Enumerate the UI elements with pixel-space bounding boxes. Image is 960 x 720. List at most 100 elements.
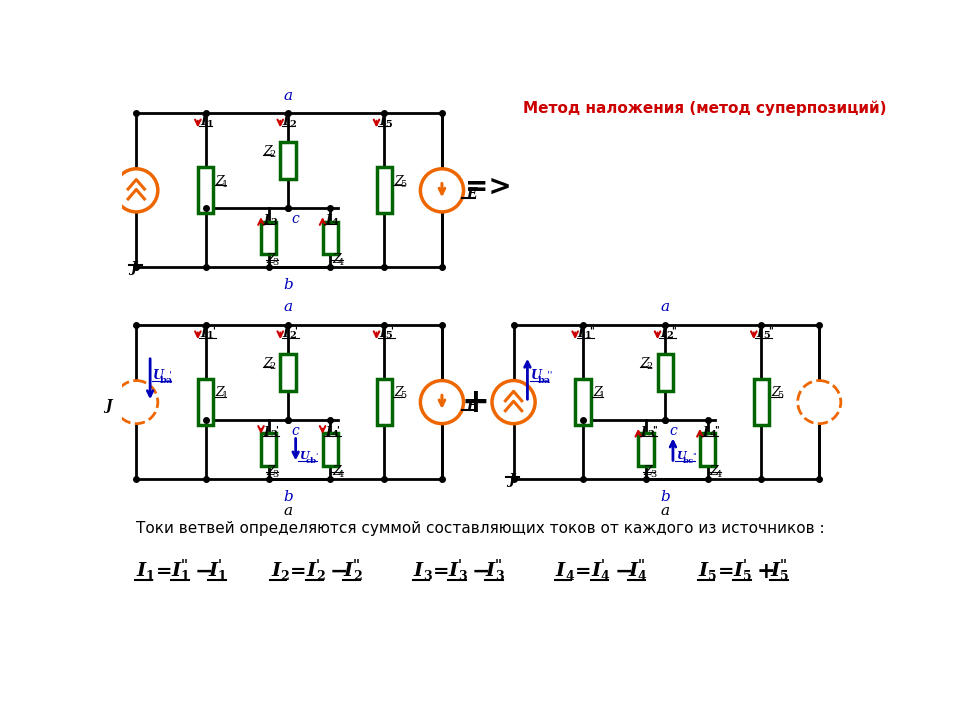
Text: 4: 4 bbox=[601, 570, 610, 582]
Text: Z: Z bbox=[395, 387, 403, 400]
Circle shape bbox=[492, 381, 535, 423]
Text: =: = bbox=[156, 562, 172, 580]
Text: U: U bbox=[154, 369, 164, 382]
Circle shape bbox=[420, 381, 464, 423]
Text: ': ' bbox=[315, 451, 317, 459]
Text: 3: 3 bbox=[422, 570, 431, 582]
Text: I: I bbox=[379, 115, 385, 128]
Text: I: I bbox=[344, 562, 352, 580]
Text: 2: 2 bbox=[270, 150, 276, 159]
Text: 3: 3 bbox=[271, 430, 277, 439]
Text: Z: Z bbox=[263, 356, 272, 369]
Text: ': ' bbox=[601, 559, 605, 572]
Text: 3: 3 bbox=[495, 570, 504, 582]
Bar bbox=[638, 433, 654, 466]
Text: I: I bbox=[263, 426, 269, 438]
Text: J: J bbox=[508, 473, 515, 487]
Text: '': '' bbox=[768, 327, 774, 336]
Text: 3: 3 bbox=[273, 258, 278, 267]
Text: ': ' bbox=[336, 426, 339, 434]
Text: 5: 5 bbox=[708, 570, 716, 582]
Text: a: a bbox=[283, 300, 293, 315]
Text: 2: 2 bbox=[270, 361, 276, 371]
Text: 2: 2 bbox=[280, 570, 289, 582]
Text: I: I bbox=[449, 562, 458, 580]
Bar bbox=[376, 379, 392, 426]
Text: '': '' bbox=[180, 559, 189, 572]
Bar bbox=[323, 433, 338, 466]
Text: −: − bbox=[195, 560, 213, 582]
Text: 1: 1 bbox=[207, 331, 214, 341]
Text: Z: Z bbox=[216, 387, 225, 400]
Text: ': ' bbox=[294, 327, 297, 336]
Text: I: I bbox=[282, 115, 288, 128]
Text: Z: Z bbox=[332, 464, 341, 477]
Text: I: I bbox=[660, 327, 665, 340]
Text: I: I bbox=[271, 562, 280, 580]
Text: a: a bbox=[660, 504, 670, 518]
Text: J: J bbox=[131, 261, 137, 275]
Text: 5: 5 bbox=[763, 331, 770, 341]
Text: I: I bbox=[324, 426, 331, 438]
Text: 4: 4 bbox=[332, 430, 339, 439]
Text: U: U bbox=[676, 450, 685, 461]
Bar bbox=[376, 167, 392, 213]
Text: 1: 1 bbox=[218, 570, 227, 582]
Text: 1: 1 bbox=[180, 570, 190, 582]
Text: 3: 3 bbox=[648, 430, 655, 439]
Bar bbox=[700, 433, 715, 466]
Text: I: I bbox=[556, 562, 565, 580]
Text: =: = bbox=[433, 562, 449, 580]
Bar bbox=[261, 433, 276, 466]
Text: 1: 1 bbox=[222, 392, 228, 400]
Text: I: I bbox=[201, 115, 206, 128]
Bar bbox=[198, 379, 213, 426]
Text: bc: bc bbox=[683, 457, 694, 465]
Text: a: a bbox=[283, 504, 293, 518]
Text: 1: 1 bbox=[222, 180, 228, 189]
Text: 3: 3 bbox=[271, 218, 277, 228]
Text: I: I bbox=[414, 562, 422, 580]
Text: ': ' bbox=[458, 559, 462, 572]
Text: c: c bbox=[292, 423, 300, 438]
Text: Метод наложения (метод суперпозиций): Метод наложения (метод суперпозиций) bbox=[523, 100, 886, 116]
Text: −: − bbox=[614, 560, 633, 582]
Text: I: I bbox=[756, 327, 762, 340]
Text: a: a bbox=[660, 300, 670, 315]
Text: E: E bbox=[467, 399, 477, 413]
Text: Z: Z bbox=[266, 253, 275, 266]
Text: I: I bbox=[263, 214, 269, 227]
Text: I: I bbox=[698, 562, 708, 580]
Text: −: − bbox=[329, 560, 348, 582]
Bar bbox=[575, 379, 590, 426]
Text: b: b bbox=[660, 490, 670, 504]
Text: 5: 5 bbox=[400, 180, 406, 189]
Text: Z: Z bbox=[266, 464, 275, 477]
Text: Z: Z bbox=[709, 464, 718, 477]
Circle shape bbox=[114, 168, 157, 212]
Text: E: E bbox=[467, 187, 477, 201]
Text: ': ' bbox=[275, 426, 277, 434]
Text: '': '' bbox=[652, 426, 658, 434]
Text: I: I bbox=[306, 562, 316, 580]
Text: 2: 2 bbox=[352, 570, 361, 582]
Text: U: U bbox=[531, 369, 541, 382]
Text: 3: 3 bbox=[458, 570, 467, 582]
Text: Z: Z bbox=[395, 175, 403, 188]
Text: Z: Z bbox=[332, 253, 341, 266]
Text: I: I bbox=[771, 562, 780, 580]
Text: '': '' bbox=[495, 559, 503, 572]
Text: I: I bbox=[640, 426, 646, 438]
Bar bbox=[754, 379, 769, 426]
Text: 2: 2 bbox=[667, 331, 674, 341]
Text: 4: 4 bbox=[715, 469, 722, 479]
Text: Z: Z bbox=[640, 356, 649, 369]
Circle shape bbox=[114, 381, 157, 423]
Text: '': '' bbox=[780, 559, 788, 572]
Text: +: + bbox=[756, 560, 776, 582]
Circle shape bbox=[420, 168, 464, 212]
Text: ': ' bbox=[743, 559, 747, 572]
Text: 5: 5 bbox=[743, 570, 752, 582]
Text: '': '' bbox=[546, 371, 552, 379]
Text: J: J bbox=[105, 399, 111, 413]
